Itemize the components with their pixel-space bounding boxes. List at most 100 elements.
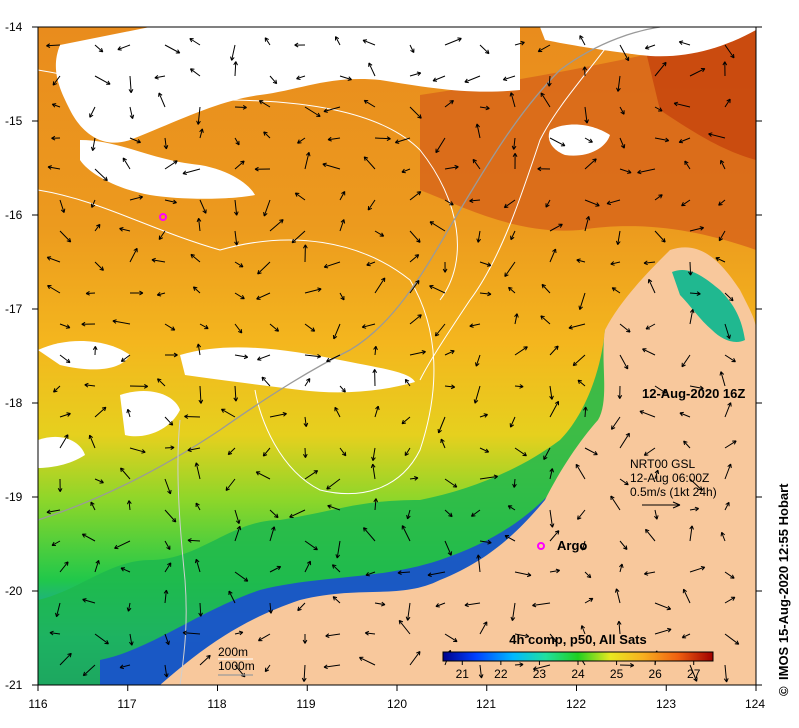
current-arrow [409, 191, 422, 201]
current-arrow [502, 75, 516, 81]
current-arrow [549, 530, 560, 542]
current-arrow [404, 378, 411, 387]
current-arrow [294, 192, 306, 201]
current-arrow [683, 440, 691, 449]
current-arrow [85, 290, 96, 296]
current-arrow [549, 509, 555, 528]
current-arrow [724, 501, 730, 511]
land-mass [160, 247, 756, 685]
current-arrow [409, 71, 422, 77]
current-arrow [479, 291, 492, 297]
current-arrow [427, 571, 446, 577]
current-arrow [444, 37, 462, 46]
current-arrow [228, 590, 236, 604]
current-arrow [55, 602, 61, 618]
current-arrow [689, 506, 700, 512]
current-arrow [435, 137, 446, 154]
current-arrow [262, 447, 271, 457]
current-arrow [117, 44, 131, 51]
current-arrow [619, 540, 628, 550]
current-arrow [611, 416, 621, 430]
current-arrow [512, 152, 518, 170]
current-arrow [303, 416, 309, 427]
bathymetry-contour-200m [38, 189, 435, 495]
current-arrow [543, 447, 551, 461]
colorbar-tick-label: 21 [456, 667, 470, 681]
current-arrow [119, 664, 131, 670]
current-arrow [164, 199, 177, 205]
current-arrow [514, 447, 527, 457]
lat-tick-label: -16 [5, 208, 23, 222]
current-arrow [464, 75, 481, 84]
current-arrow [331, 564, 341, 573]
current-arrow [684, 160, 691, 170]
lon-tick-label: 118 [207, 697, 226, 711]
contour-legend: 200m 1000m [218, 645, 255, 676]
current-arrow [479, 261, 492, 267]
current-arrow [156, 291, 166, 297]
current-arrow [367, 199, 376, 211]
current-arrow [358, 656, 376, 666]
current-arrow [190, 253, 201, 263]
current-arrow [576, 258, 586, 263]
current-arrow [689, 226, 705, 232]
current-arrow [302, 244, 308, 263]
current-arrow [302, 634, 308, 644]
current-arrow [577, 509, 586, 520]
current-arrow [724, 292, 734, 302]
current-arrow [59, 434, 69, 449]
current-arrow [323, 261, 341, 269]
current-arrow [549, 568, 561, 574]
current-arrow [472, 158, 481, 170]
lat-tick-label: -21 [5, 678, 23, 692]
current-arrow [269, 219, 284, 232]
current-arrow [409, 230, 421, 243]
current-arrow [269, 323, 280, 332]
current-arrow [254, 166, 271, 172]
current-arrow [654, 385, 667, 394]
current-arrow [444, 384, 456, 390]
current-arrow [718, 230, 726, 242]
current-arrow [164, 509, 177, 523]
y-axis-labels: -14 -15 -16 -17 -18 -19 -20 -21 [5, 20, 23, 692]
current-arrow [296, 75, 306, 80]
current-arrow [256, 292, 271, 300]
current-arrow [199, 654, 211, 666]
current-arrow [724, 98, 731, 108]
current-arrow [514, 633, 530, 639]
current-arrow [304, 287, 322, 294]
current-arrow [129, 106, 135, 120]
current-arrow [509, 416, 516, 428]
current-arrow [126, 602, 132, 612]
current-arrow [304, 378, 311, 387]
current-arrow [94, 168, 108, 182]
current-arrow [673, 101, 691, 108]
current-arrow [507, 505, 516, 511]
current-arrow [339, 447, 347, 457]
current-arrow [199, 199, 207, 214]
current-arrow [372, 369, 378, 387]
x-axis-labels: 116 117 118 119 120 121 122 123 124 [28, 697, 765, 711]
current-arrow [724, 463, 732, 480]
current-arrow [619, 662, 635, 668]
current-arrow [689, 68, 706, 77]
current-arrow [304, 353, 322, 359]
current-arrow [269, 509, 279, 519]
current-arrow [164, 562, 172, 573]
current-arrow [404, 447, 411, 457]
current-arrow [654, 137, 670, 143]
current-arrow [617, 385, 623, 399]
current-arrow [364, 630, 376, 636]
current-arrow [129, 383, 149, 389]
current-arrow [371, 447, 376, 462]
current-arrow [549, 468, 554, 480]
current-arrow [409, 650, 421, 666]
current-arrow [444, 509, 453, 518]
current-arrow [724, 596, 736, 604]
current-scale-arrowhead [672, 501, 681, 509]
current-arrow [619, 168, 632, 174]
current-arrow [362, 39, 376, 46]
current-arrow [409, 314, 422, 325]
colorbar-tick-label: 25 [610, 667, 624, 681]
current-arrow [126, 408, 131, 418]
